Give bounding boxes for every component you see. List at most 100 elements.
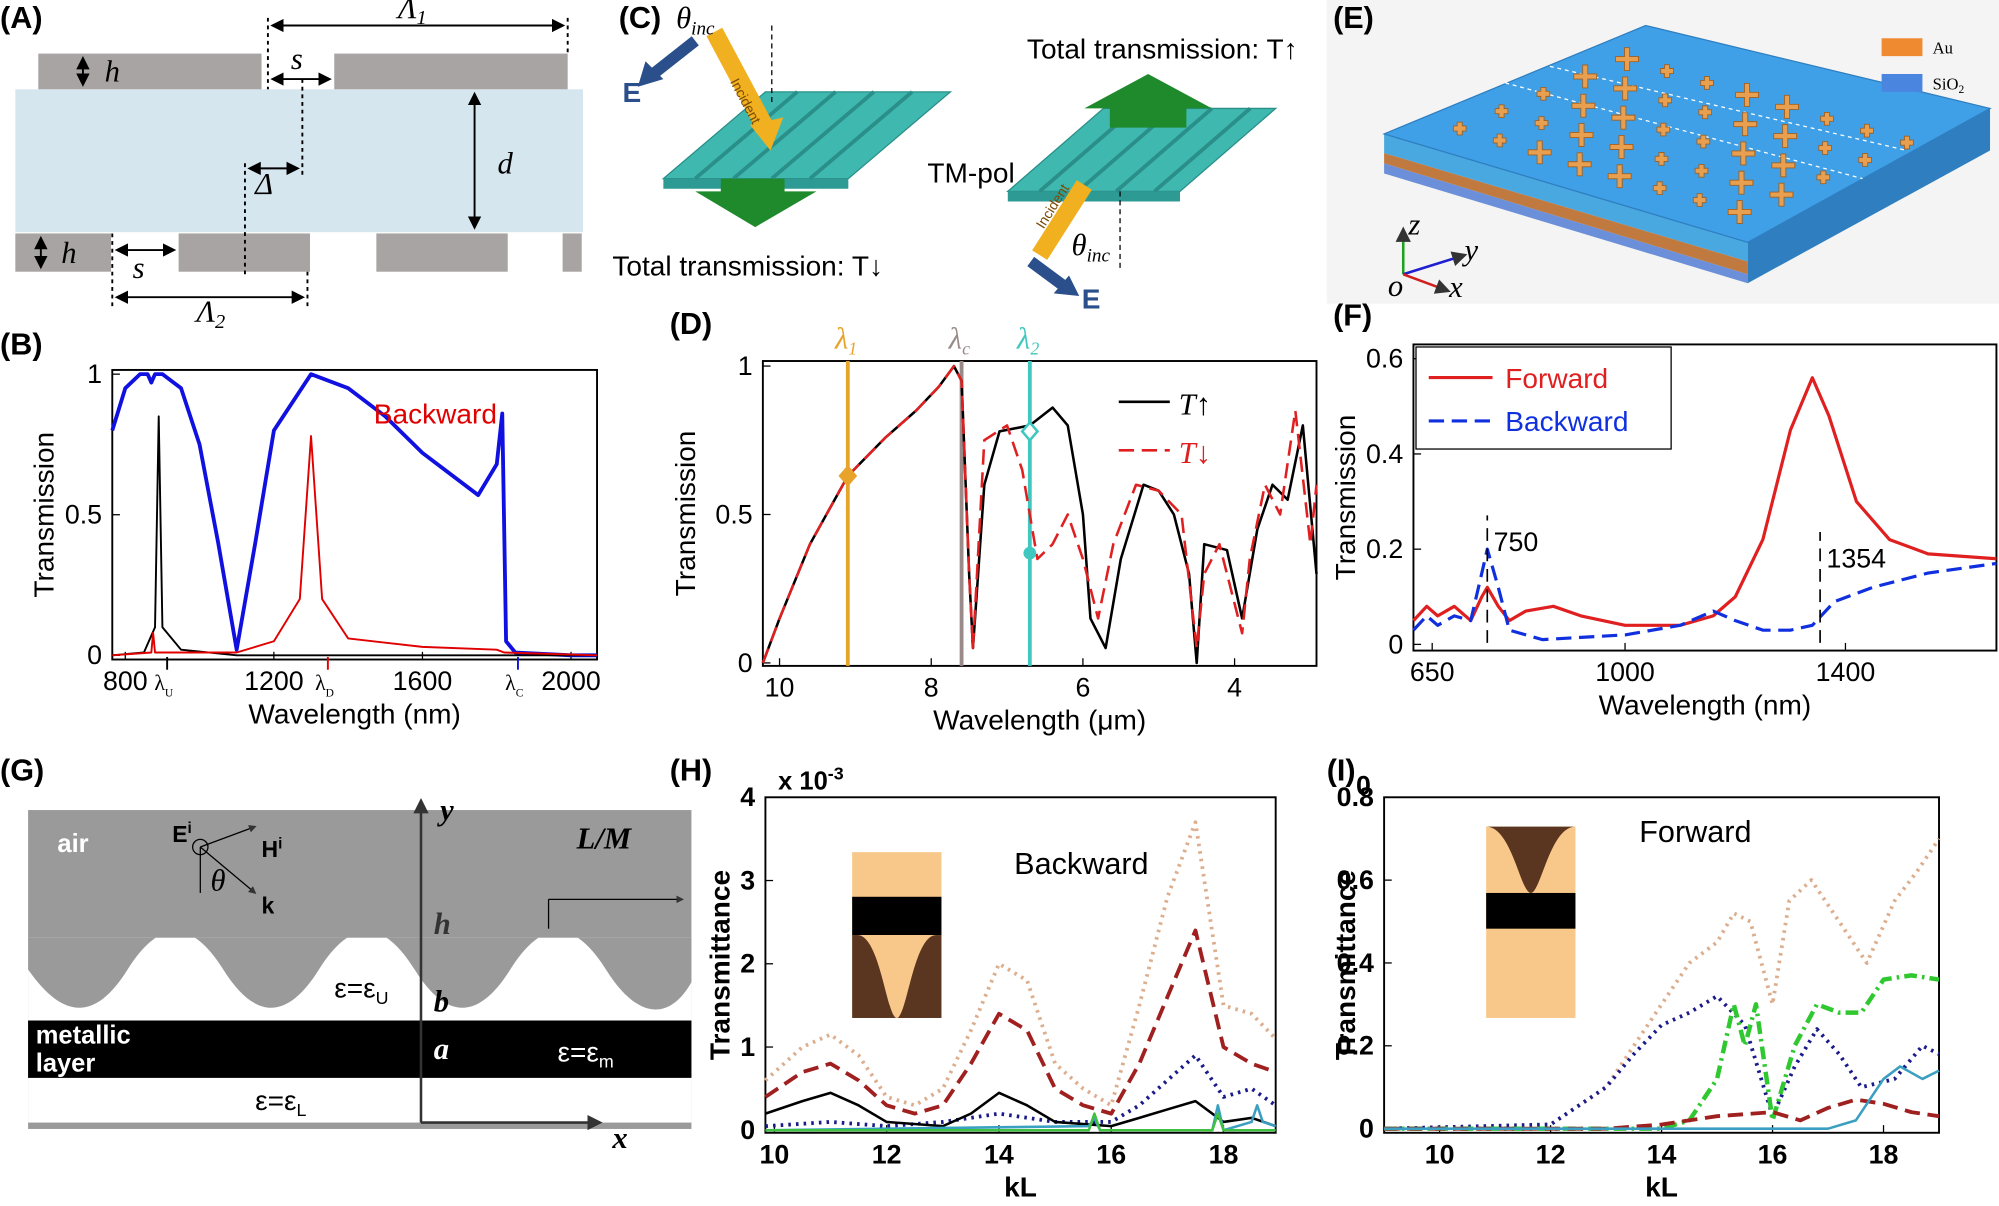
label-eps-m: ε=εm: [557, 1036, 613, 1071]
x-tick-label: 2000: [541, 666, 601, 696]
caption: Total transmission: T↓: [612, 251, 883, 282]
superscript: -3: [828, 763, 844, 783]
label-y: y: [436, 793, 454, 827]
axis-x: [1402, 273, 1451, 294]
y-axis-label: Transmission: [1330, 415, 1361, 581]
symbol: θ: [1072, 228, 1087, 262]
subscript: m: [599, 1052, 614, 1072]
legend-label: Backward: [1505, 406, 1628, 437]
y-axis-label: Transmittance: [705, 870, 736, 1060]
y-tick-label: 2: [740, 949, 755, 979]
x-axis-label: Wavelength (μm): [933, 705, 1146, 736]
label-lambda1: Λ1: [395, 0, 427, 29]
e-label: E: [1082, 284, 1101, 315]
y-axis-label: Transmittance: [1330, 870, 1361, 1060]
particle: [1611, 105, 1636, 130]
symbol: E: [172, 821, 187, 847]
particle: [1534, 116, 1549, 130]
x-tick-label: 14: [984, 1139, 1014, 1169]
particle: [1698, 105, 1713, 120]
ridges: [694, 90, 914, 181]
layer: [1384, 133, 1748, 262]
x-tick-label: 18: [1209, 1139, 1239, 1169]
x-tick-label: 1600: [393, 666, 453, 696]
legend-swatch: [1881, 38, 1923, 57]
layer: [1384, 153, 1748, 275]
particle: [1858, 153, 1872, 167]
y-tick-label: 1: [738, 351, 753, 381]
y-axis-label: Transmission: [29, 432, 60, 598]
subscript: 2: [1958, 84, 1964, 96]
substrate: [15, 89, 584, 233]
y-tick-label: 0.2: [1366, 534, 1403, 564]
particle: [1733, 112, 1758, 137]
label-lambda2: Λ2: [193, 294, 225, 332]
diagram-a: [15, 17, 584, 307]
plot-frame: [1383, 796, 1940, 1134]
particle: [1652, 181, 1667, 195]
particle: [1536, 86, 1551, 101]
symbol: λ: [834, 321, 848, 355]
subscript: 1: [417, 7, 427, 29]
top-face: [1382, 24, 1992, 244]
grating-bar: [562, 233, 582, 272]
y-tick-label: 3: [740, 865, 755, 895]
x-tick-label: 1200: [244, 666, 304, 696]
dimension-arrows: [34, 18, 566, 304]
axis-label: y: [1461, 233, 1478, 267]
marker: [1023, 546, 1037, 560]
side: [1747, 108, 1991, 284]
panel-label: (G): [0, 754, 44, 788]
series-line: [112, 415, 598, 657]
symbol: λ: [315, 671, 326, 695]
subscript: U: [376, 988, 389, 1008]
x-tick-label: 6: [1075, 673, 1090, 703]
series-line: [761, 364, 1318, 664]
particle: [1607, 164, 1632, 189]
arrow-head: [1053, 275, 1080, 296]
grating-edge: [1007, 191, 1181, 202]
particle: [1900, 135, 1914, 150]
particle: [1818, 141, 1832, 155]
label-a: a: [434, 1032, 449, 1066]
symbol: λ: [1016, 321, 1030, 355]
label-b: b: [434, 985, 449, 1019]
particle: [1731, 141, 1756, 166]
series-line: [1412, 376, 1997, 627]
y-tick-label: 0: [1359, 1114, 1374, 1144]
x-axis-label: Wavelength (nm): [1599, 689, 1812, 720]
x-axis-label: Wavelength (nm): [248, 698, 461, 729]
superscript: i: [188, 820, 192, 837]
particle: [1609, 135, 1634, 159]
theta-inc: θinc: [1072, 228, 1111, 266]
text: ε=ε: [557, 1036, 598, 1067]
label-h: h: [434, 907, 451, 941]
particle: [1771, 153, 1796, 178]
x-tick-label: 650: [1410, 657, 1455, 687]
x-tick-label: 10: [1425, 1139, 1455, 1169]
particle: [1660, 64, 1674, 78]
particle: [1571, 93, 1596, 118]
x-tick-label: 4: [1227, 673, 1242, 703]
series-line: [1384, 1097, 1940, 1131]
particle: [1694, 163, 1709, 178]
x-tick-label: 1000: [1595, 657, 1655, 687]
label-metal: layer: [36, 1050, 96, 1078]
legend-label: SiO2: [1933, 74, 1965, 96]
annotation: Forward: [1639, 815, 1751, 849]
y-axis-label: Transmission: [670, 431, 701, 597]
plot-frame: [111, 368, 598, 661]
particle: [1775, 94, 1799, 119]
x-axis-label: kL: [1004, 1172, 1037, 1203]
particle: [1700, 76, 1714, 90]
subscript: inc: [1087, 246, 1111, 267]
transmission-arrow: [695, 178, 817, 228]
y-tick-label: 1: [740, 1032, 755, 1062]
subscript: L: [297, 1100, 307, 1120]
text: x 10: [778, 768, 828, 796]
particle: [1816, 170, 1831, 185]
grating-bar: [376, 233, 508, 272]
label: λU: [154, 671, 174, 699]
particle: [1727, 200, 1752, 224]
series-line: [110, 372, 598, 658]
